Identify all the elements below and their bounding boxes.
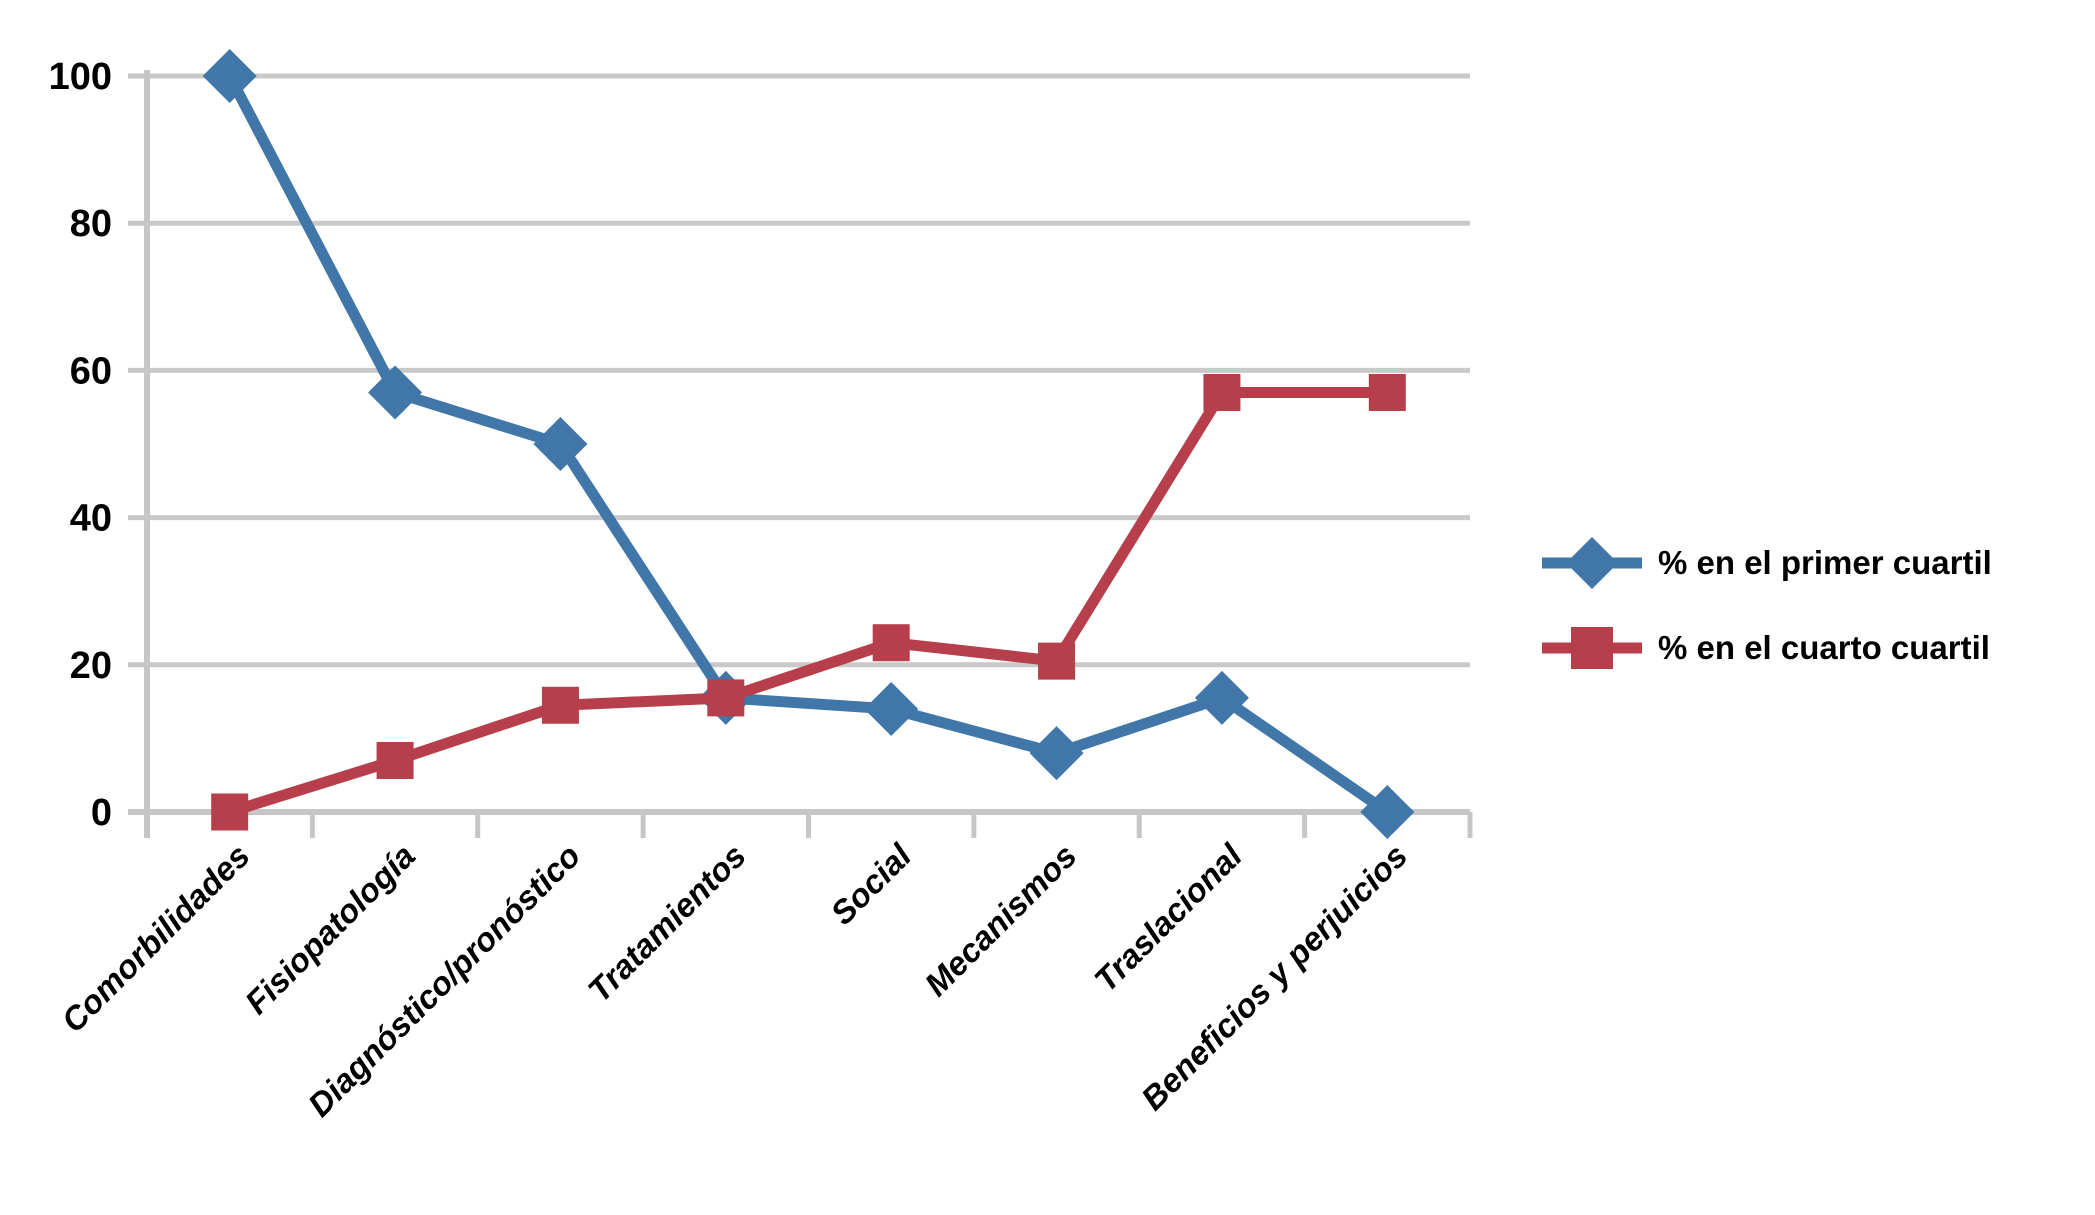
y-axis-tick-label: 20 [70,645,112,687]
legend-marker-diamond [1542,537,1642,589]
series-line-primer-cuartil [224,73,1391,817]
data-point-diamond [533,417,588,471]
y-axis-tick-label: 80 [70,203,112,245]
x-category-label: Tratamientos [580,837,752,1009]
data-point-square [1038,642,1076,680]
x-category-label: Comorbilidades [54,837,256,1039]
data-point-diamond [864,681,919,736]
legend-label-primer-cuartil: % en el primer cuartil [1658,544,1992,581]
x-category-label: Beneficios y perjuicios [1134,837,1414,1117]
x-category-label: Diagnóstico/pronóstico [301,837,588,1124]
y-axis-tick-label: 0 [91,792,112,834]
series-line-cuarto-cuartil [228,386,1388,818]
data-point-diamond [1029,726,1084,781]
x-category-label: Mecanismos [917,837,1083,1003]
chart-legend: % en el primer cuartil % en el cuarto cu… [1540,535,1992,676]
data-point-square [541,686,579,724]
data-point-square [376,741,414,779]
y-axis-tick-label: 40 [70,498,112,540]
y-axis-tick-label: 100 [49,56,112,98]
data-point-square [211,793,249,831]
data-point-square [1203,373,1241,411]
data-point-diamond [202,49,257,103]
y-axis-tick-label: 60 [70,350,112,392]
data-point-diamond [368,365,423,420]
data-point-square [872,624,910,662]
legend-label-cuarto-cuartil: % en el cuarto cuartil [1658,629,1990,666]
data-point-square [1368,373,1406,411]
x-category-label: Social [823,836,918,931]
square-icon [1571,627,1613,669]
data-point-diamond [1194,670,1249,725]
data-point-diamond [1360,785,1415,839]
data-point-square [707,679,745,717]
x-category-label: Fisiopatología [238,837,422,1021]
legend-marker-square [1542,627,1642,669]
legend-item-primer-cuartil: % en el primer cuartil [1540,535,1992,591]
legend-item-cuarto-cuartil: % en el cuarto cuartil [1540,620,1992,676]
diamond-icon [1566,537,1618,589]
x-category-label: Traslacional [1087,836,1250,999]
